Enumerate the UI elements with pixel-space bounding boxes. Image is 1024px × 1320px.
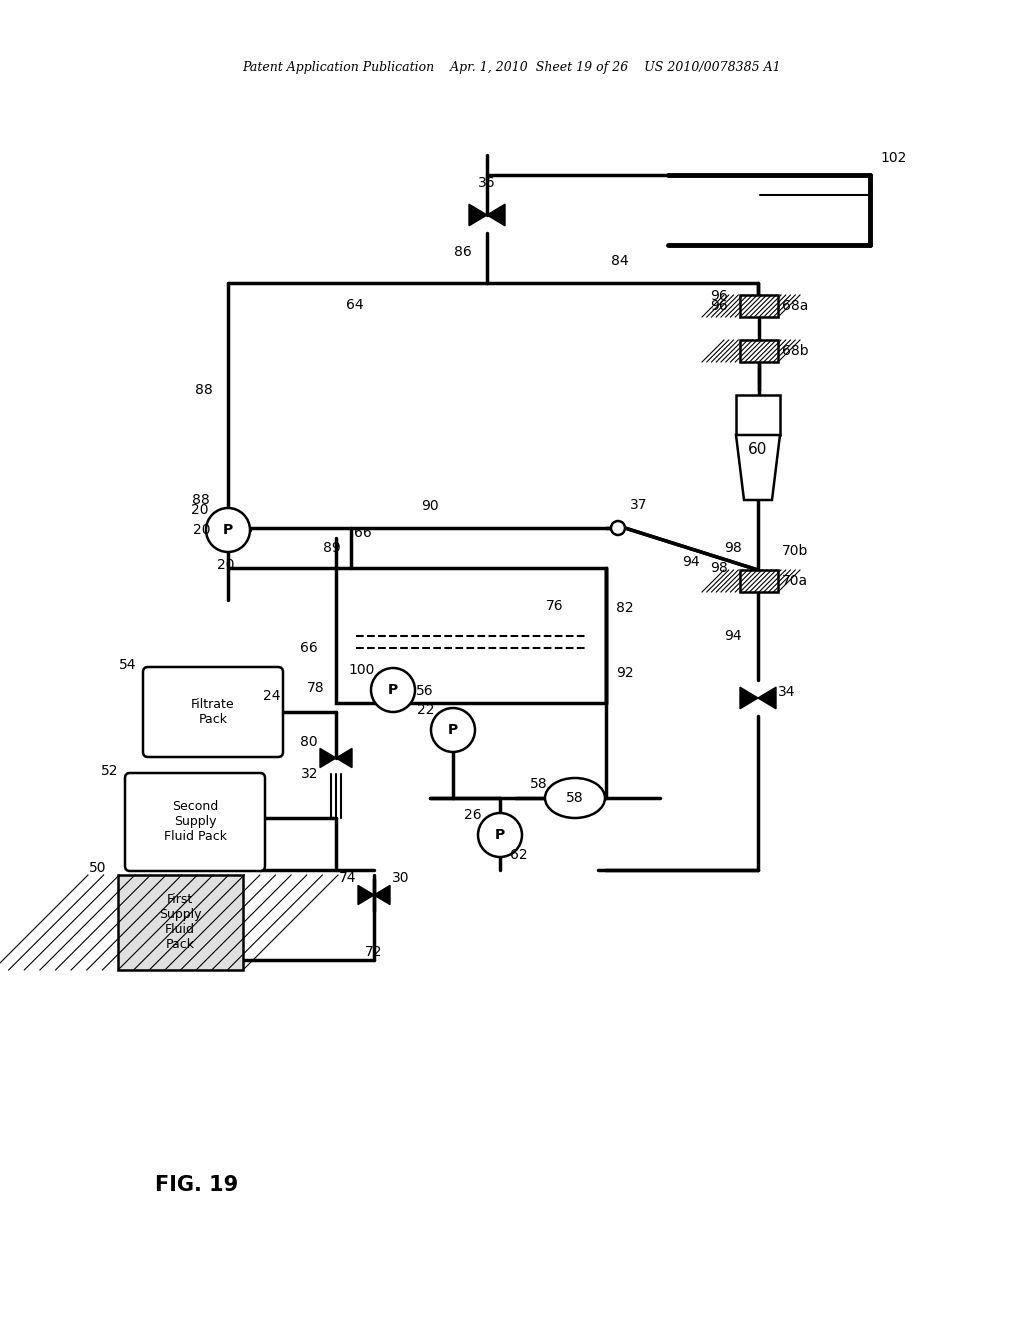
Text: 94: 94 [682, 554, 700, 569]
Polygon shape [374, 886, 390, 904]
Text: 68b: 68b [782, 345, 809, 358]
Circle shape [431, 708, 475, 752]
Polygon shape [319, 748, 336, 768]
Text: 90: 90 [421, 499, 439, 513]
Text: 20: 20 [217, 558, 234, 572]
Text: 98: 98 [724, 541, 742, 554]
FancyBboxPatch shape [143, 667, 283, 756]
Text: 84: 84 [611, 253, 629, 268]
FancyBboxPatch shape [736, 395, 780, 436]
Text: P: P [447, 723, 458, 737]
Text: 98: 98 [711, 561, 728, 576]
Circle shape [611, 521, 625, 535]
Circle shape [478, 813, 522, 857]
Text: 66: 66 [300, 642, 318, 655]
Text: 74: 74 [339, 871, 356, 884]
Polygon shape [336, 748, 352, 768]
Polygon shape [740, 688, 758, 709]
Text: 20: 20 [193, 523, 210, 537]
Text: Second
Supply
Fluid Pack: Second Supply Fluid Pack [164, 800, 226, 843]
Bar [740, 294, 778, 317]
Text: 100: 100 [348, 663, 375, 677]
Circle shape [206, 508, 250, 552]
Text: 22: 22 [418, 704, 435, 717]
Text: 36: 36 [478, 176, 496, 190]
Text: 64: 64 [346, 298, 364, 312]
Text: 58: 58 [566, 791, 584, 805]
Text: 72: 72 [366, 945, 383, 960]
Polygon shape [758, 688, 776, 709]
Text: 60: 60 [749, 442, 768, 458]
Text: 88: 88 [193, 492, 210, 507]
Polygon shape [469, 205, 487, 226]
Text: 80: 80 [300, 735, 318, 748]
Text: 78: 78 [306, 681, 324, 696]
Text: 86: 86 [455, 246, 472, 259]
Text: FIG. 19: FIG. 19 [155, 1175, 239, 1195]
Text: P: P [388, 682, 398, 697]
Text: 56: 56 [416, 684, 433, 698]
Text: 24: 24 [262, 689, 280, 704]
Text: 37: 37 [630, 498, 647, 512]
Text: 32: 32 [300, 767, 318, 781]
Text: P: P [223, 523, 233, 537]
Text: 89: 89 [324, 541, 341, 554]
Text: 82: 82 [616, 601, 634, 615]
Circle shape [371, 668, 415, 711]
Polygon shape [736, 436, 780, 500]
Text: 88: 88 [196, 383, 213, 397]
Polygon shape [358, 886, 374, 904]
Text: P: P [495, 828, 505, 842]
Bar [740, 341, 778, 362]
Bar [336, 568, 606, 704]
Text: 92: 92 [616, 667, 634, 680]
Text: 30: 30 [392, 871, 410, 884]
Text: Patent Application Publication    Apr. 1, 2010  Sheet 19 of 26    US 2010/007838: Patent Application Publication Apr. 1, 2… [243, 62, 781, 74]
Text: 26: 26 [464, 808, 482, 822]
FancyBboxPatch shape [125, 774, 265, 871]
Polygon shape [487, 205, 505, 226]
Text: 54: 54 [119, 657, 136, 672]
Text: 70a: 70a [782, 574, 808, 587]
Text: 50: 50 [88, 861, 106, 875]
Bar [740, 570, 778, 591]
Text: 94: 94 [724, 630, 742, 643]
Text: 58: 58 [530, 777, 548, 791]
Text: 52: 52 [100, 764, 118, 777]
Text: 68a: 68a [782, 300, 808, 313]
Text: First
Supply
Fluid
Pack: First Supply Fluid Pack [159, 894, 202, 950]
Bar [118, 875, 243, 970]
Ellipse shape [545, 777, 605, 818]
Text: 76: 76 [546, 598, 563, 612]
Text: 102: 102 [880, 150, 906, 165]
Text: 34: 34 [778, 685, 796, 700]
Text: 66: 66 [354, 525, 372, 540]
Text: 96: 96 [711, 300, 728, 313]
Text: 96: 96 [711, 289, 728, 304]
Text: 62: 62 [510, 847, 527, 862]
Text: 20: 20 [190, 503, 208, 517]
Text: 70b: 70b [782, 544, 808, 558]
Text: Filtrate
Pack: Filtrate Pack [191, 698, 234, 726]
